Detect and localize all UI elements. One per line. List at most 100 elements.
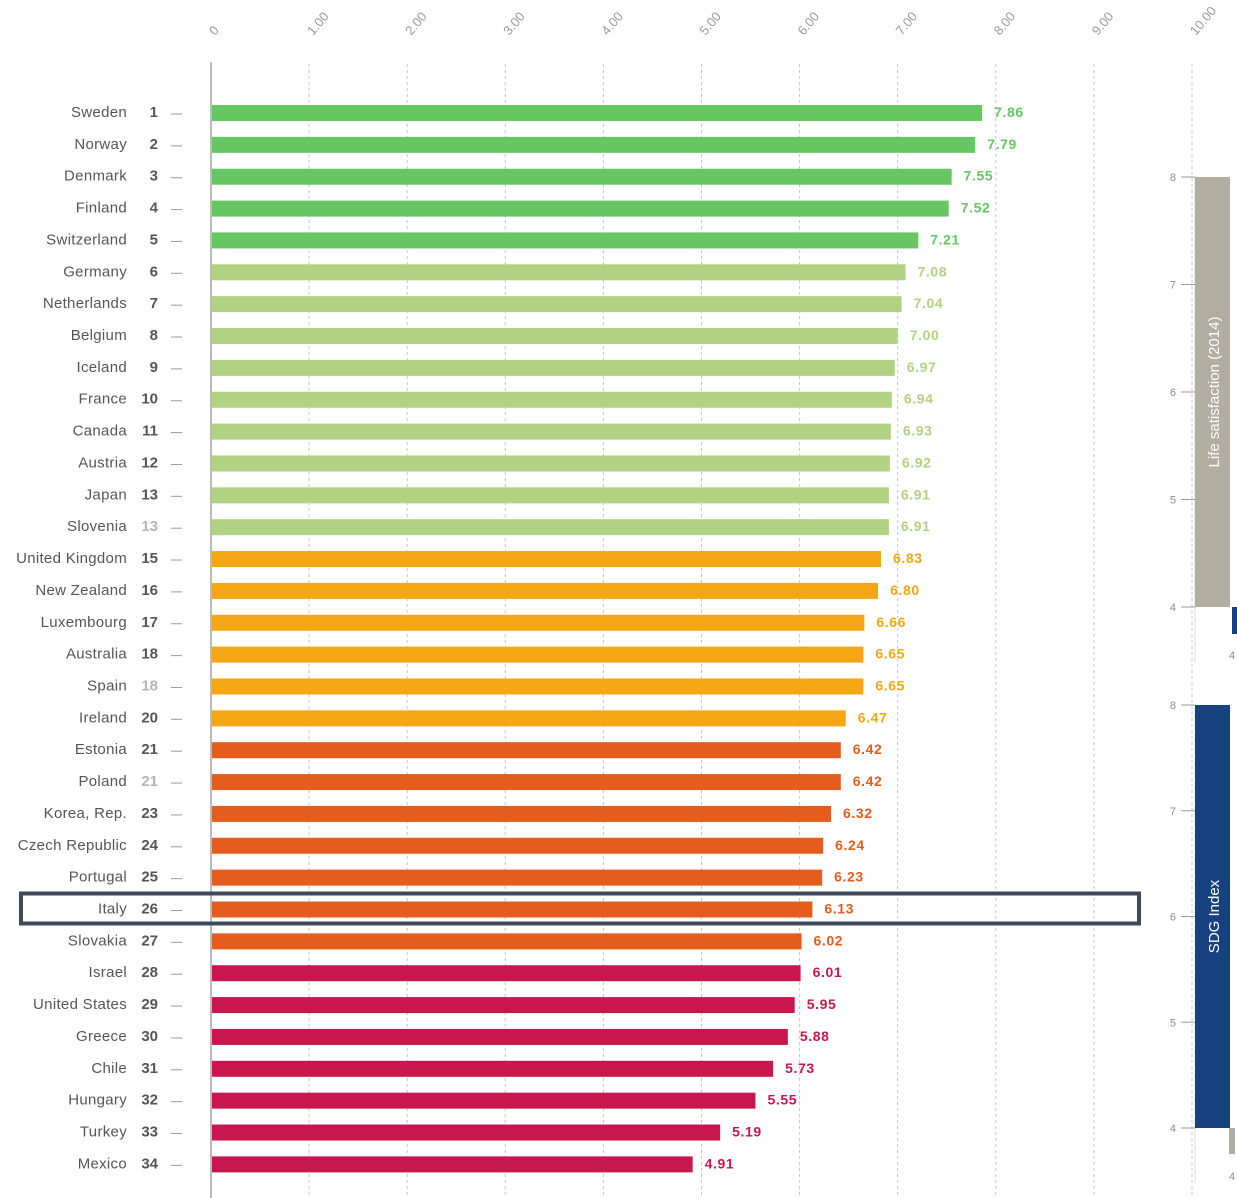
bar [212,423,891,440]
italy-highlight [19,891,1141,926]
side-tick-label: 7 [1170,806,1176,818]
bar [212,837,824,854]
country-label: Finland [76,200,127,217]
bar [212,168,952,185]
value-label: 6.65 [875,646,905,662]
bar [212,487,889,504]
value-label: 6.47 [858,709,888,725]
value-label: 6.83 [893,550,923,566]
value-label: 7.04 [914,295,944,311]
bar [212,646,864,663]
value-label: 6.66 [876,614,906,630]
bar [212,1124,721,1141]
country-label: Switzerland [46,231,127,248]
rank-label: 20 [141,709,158,726]
rank-label: 27 [141,932,158,949]
country-label: New Zealand [35,582,127,599]
value-label: 5.95 [807,996,837,1012]
country-label: Korea, Rep. [44,805,127,822]
value-label: 7.21 [930,231,960,247]
country-label: Canada [73,423,128,440]
bar [212,742,841,759]
rank-label: 13 [141,486,158,503]
country-label: Netherlands [43,295,127,312]
rank-label: 34 [141,1155,158,1172]
value-label: 6.01 [813,964,843,980]
country-label: Denmark [64,168,127,185]
rank-label: 24 [141,837,158,854]
rank-label: 18 [141,677,158,694]
rank-label: 28 [141,964,158,981]
value-label: 6.23 [834,869,864,885]
rank-label: 26 [141,901,158,918]
value-label: 6.02 [814,932,844,948]
value-label: 5.88 [800,1028,830,1044]
country-label: Turkey [80,1124,127,1141]
value-label: 5.73 [785,1060,815,1076]
value-label: 7.00 [910,327,940,343]
value-label: 7.79 [987,136,1017,152]
x-tick-label: 10.00 [1187,3,1219,38]
bars [212,105,983,1173]
bar [212,1156,693,1173]
rank-label: 29 [141,996,158,1013]
country-label: Austria [78,454,127,471]
rank-label: 2 [150,136,158,153]
value-label: 6.32 [843,805,873,821]
country-label: Mexico [78,1155,127,1172]
side-tick-label: 5 [1170,1017,1176,1029]
side-tick-label: 8 [1170,700,1176,712]
country-label: Belgium [71,327,127,344]
country-label: Japan [85,486,127,503]
side-tick-label: 7 [1170,280,1176,292]
value-label: 6.13 [824,901,854,917]
rank-label: 13 [141,518,158,535]
country-label: Luxembourg [41,614,127,631]
country-label: Ireland [79,709,127,726]
country-label: France [79,391,128,408]
rank-label: 5 [150,231,158,248]
bar [212,710,846,727]
bar [212,264,906,281]
country-label: United Kingdom [16,550,127,567]
bar [212,519,889,536]
rank-label: 12 [141,454,158,471]
country-label: Greece [76,1028,127,1045]
rank-label: 17 [141,614,158,631]
rank-label: 31 [141,1060,158,1077]
country-label: Italy [98,901,127,918]
country-label: Estonia [75,741,127,758]
rank-label: 32 [141,1092,158,1109]
x-tick-label: 3.00 [500,9,528,38]
country-label: Czech Republic [18,837,127,854]
x-tick-label: 4.00 [598,9,626,38]
x-tick-label: 7.00 [893,9,921,38]
bar [212,105,983,121]
country-label: Spain [87,677,127,694]
value-label: 6.93 [903,423,933,439]
bar [212,869,823,886]
country-label: Slovakia [68,932,127,949]
rank-label: 21 [141,773,158,790]
x-tick-label: 6.00 [794,9,822,38]
x-tick-label: 1.00 [304,9,332,38]
x-tick-label: 8.00 [991,9,1019,38]
country-label: Chile [91,1060,127,1077]
rank-label: 25 [141,869,158,886]
country-label: Iceland [77,359,127,376]
bar [212,678,864,695]
side-bottom-label: 4 [1229,650,1235,662]
country-label: Hungary [68,1092,127,1109]
bar [212,901,813,918]
bar [212,296,902,313]
bar [212,551,882,568]
rank-label: 11 [142,423,158,440]
country-label: Israel [89,964,127,981]
value-label: 6.94 [904,391,934,407]
value-label: 6.97 [907,359,937,375]
country-label: Australia [66,646,127,663]
bar [212,391,892,408]
rank-label: 10 [141,391,158,408]
x-tick-label: 5.00 [696,9,724,38]
side-bottom-label: 4 [1229,1171,1235,1183]
